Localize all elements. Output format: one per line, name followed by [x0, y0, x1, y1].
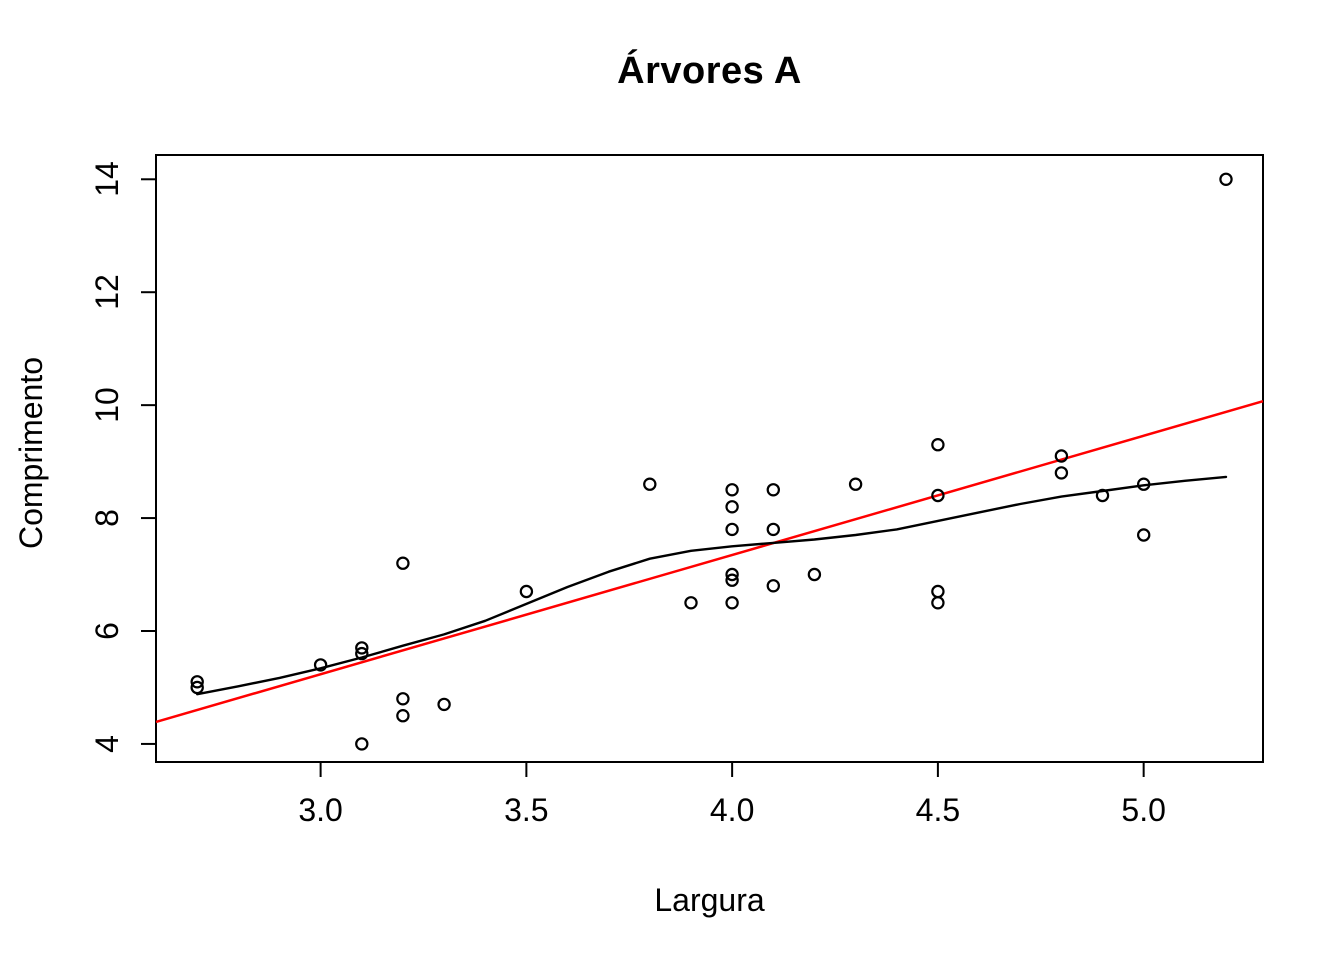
plot-box: [155, 154, 1264, 763]
y-tick-label: 14: [89, 161, 125, 198]
data-point: [931, 438, 945, 452]
data-point: [355, 646, 369, 661]
x-tick-label: 5.0: [1121, 792, 1166, 828]
data-point: [396, 556, 410, 570]
data-point: [643, 477, 657, 491]
data-point: [396, 709, 410, 723]
data-point: [437, 697, 451, 712]
data-point: [190, 675, 204, 689]
data-point: [807, 567, 822, 582]
data-point: [313, 658, 328, 672]
data-point: [725, 483, 739, 497]
data-point: [1136, 528, 1151, 542]
data-point: [1054, 466, 1069, 480]
regression-line: [155, 399, 1264, 724]
data-point: [931, 584, 945, 599]
x-tick-label: 3.5: [504, 792, 549, 828]
data-point: [725, 596, 739, 610]
smooth-curve: [195, 475, 1228, 696]
y-tick-label: 4: [89, 735, 125, 753]
data-point: [684, 596, 698, 610]
data-point: [766, 579, 781, 593]
data-point: [766, 522, 781, 537]
x-axis-label: Largura: [654, 882, 765, 918]
y-tick-label: 12: [89, 274, 125, 310]
data-point: [931, 488, 945, 503]
y-tick-label: 10: [89, 387, 125, 423]
data-point: [725, 522, 739, 537]
data-point: [848, 477, 863, 491]
x-tick-label: 3.0: [298, 792, 343, 828]
data-point: [931, 596, 945, 610]
data-point: [725, 573, 739, 587]
data-point: [1219, 172, 1233, 186]
data-point: [1054, 449, 1069, 463]
y-axis-label: Comprimento: [13, 356, 49, 550]
data-point: [190, 680, 204, 695]
data-point: [355, 737, 369, 751]
data-point: [396, 692, 410, 706]
chart-title: Árvores A: [617, 50, 802, 92]
data-point: [766, 483, 781, 497]
data-point: [1136, 477, 1151, 491]
data-point: [519, 584, 534, 599]
data-point: [1095, 488, 1110, 503]
y-tick-label: 8: [89, 509, 125, 527]
y-tick-label: 6: [89, 622, 125, 640]
data-point: [355, 641, 369, 655]
x-tick-label: 4.5: [915, 792, 961, 828]
x-tick-label: 4.0: [709, 792, 755, 828]
data-point: [725, 567, 739, 582]
data-point: [725, 500, 739, 514]
